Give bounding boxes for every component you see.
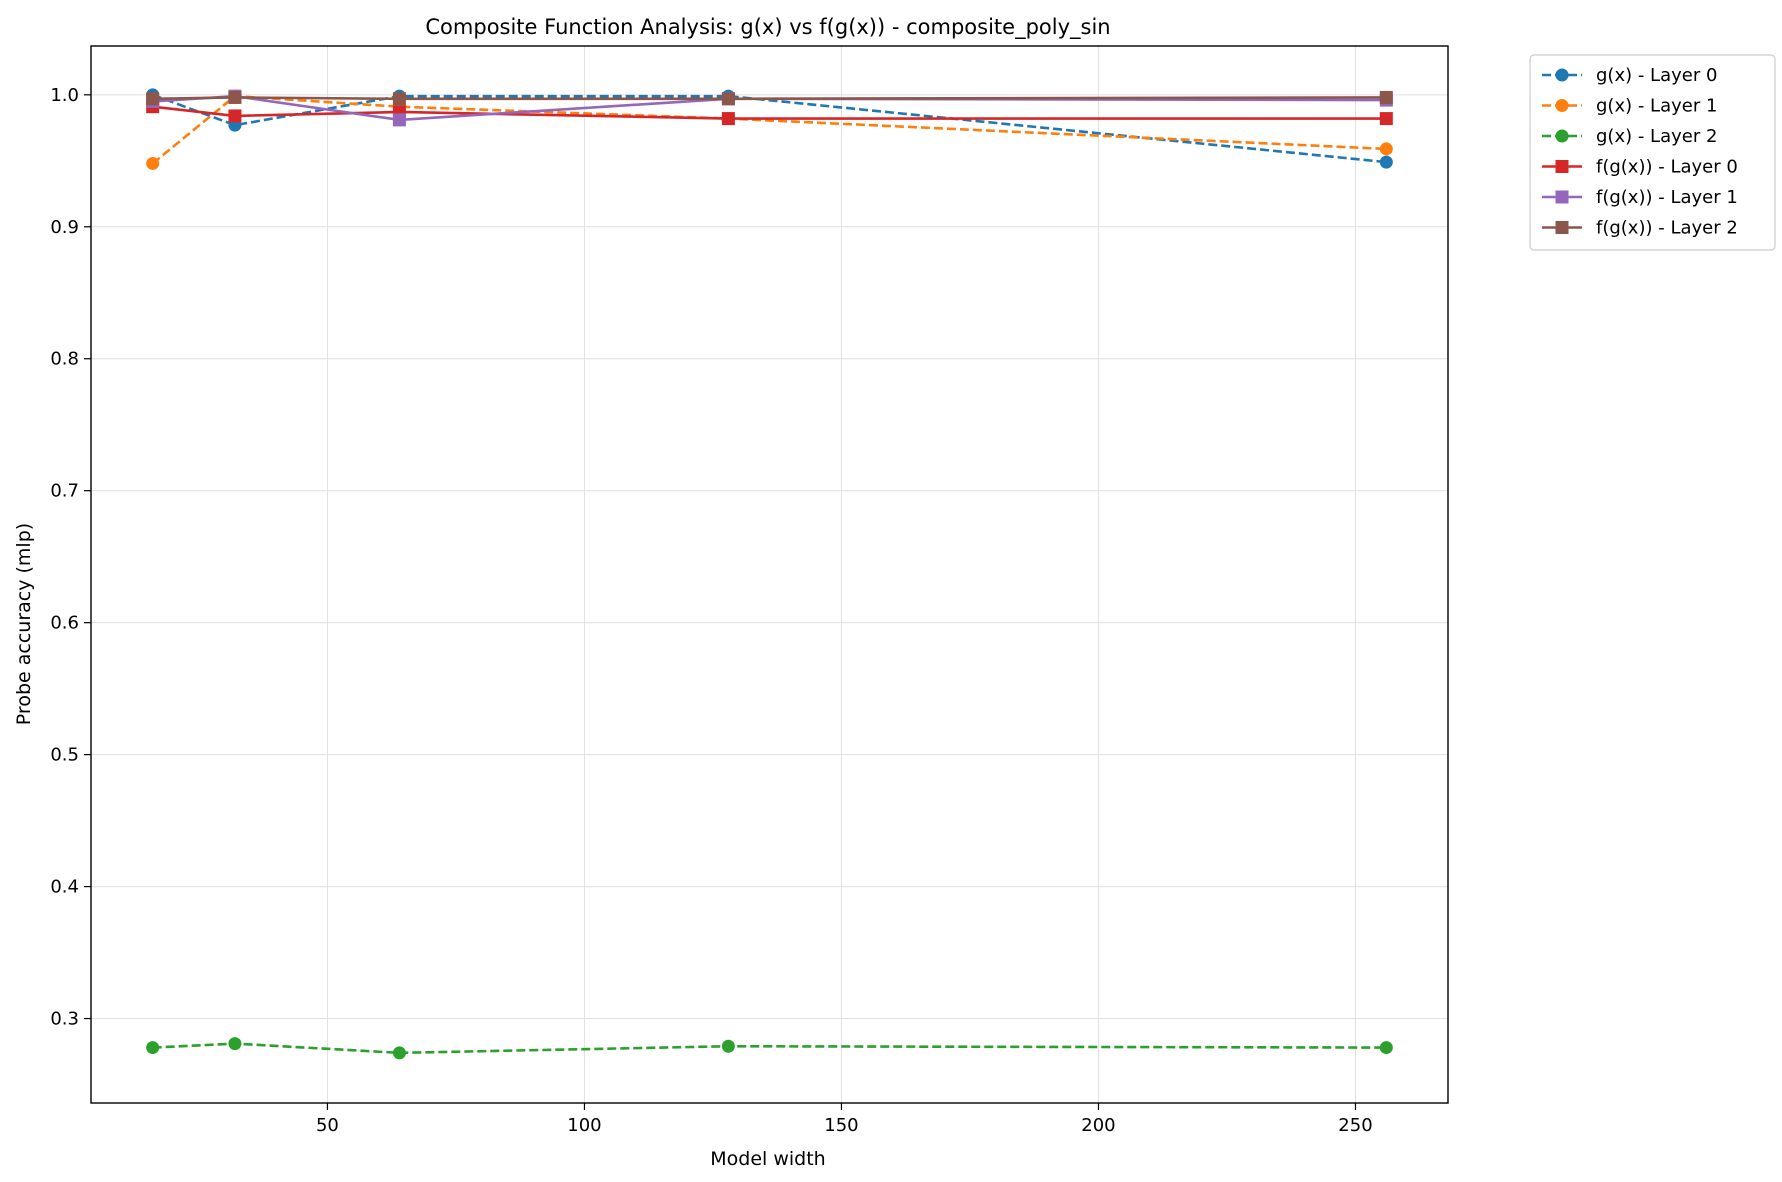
plot-area-frame [90, 45, 1449, 1104]
legend-label: g(x) - Layer 0 [1596, 65, 1717, 86]
chart-legend: g(x) - Layer 0 g(x) - Layer 1 g(x) - Layer… [1529, 54, 1776, 251]
series-g-x-layer-2 [146, 1037, 1393, 1060]
data-point [1379, 90, 1393, 104]
data-point [228, 109, 242, 123]
y-tick-label: 0.6 [50, 613, 79, 634]
data-point [392, 113, 406, 127]
data-point [146, 156, 160, 170]
legend-item-f-g-x-layer-0: f(g(x)) - Layer 0 [1542, 157, 1738, 178]
x-tick-label: 200 [1081, 1115, 1115, 1136]
data-point [1379, 112, 1393, 126]
y-tick-label: 0.3 [50, 1009, 79, 1030]
legend-marker-swatch [1555, 68, 1569, 82]
data-point [146, 92, 160, 106]
y-tick-label: 1.0 [50, 85, 79, 106]
legend-label: f(g(x)) - Layer 2 [1596, 218, 1738, 239]
legend-label: g(x) - Layer 1 [1596, 96, 1717, 117]
legend-marker-swatch [1555, 160, 1569, 173]
series-line [152, 1042, 1387, 1055]
y-tick-label: 0.7 [50, 481, 79, 502]
x-tick-label: 150 [824, 1115, 858, 1136]
series-line [152, 96, 1387, 101]
plot-series [146, 88, 1393, 1060]
y-tick-label: 0.8 [50, 349, 79, 370]
series-g-x-layer-1 [146, 89, 1393, 170]
legend-item-g-x-layer-1: g(x) - Layer 1 [1542, 96, 1717, 117]
data-point [146, 1041, 160, 1055]
legend-item-g-x-layer-2: g(x) - Layer 2 [1542, 126, 1717, 147]
series-line [151, 94, 1387, 165]
axis-ticks: 50 100 150 200 250 0.3 0.4 0.5 0.6 0.7 0.8 0.9 1.0 [50, 85, 1372, 1136]
data-point [721, 112, 735, 126]
grid-lines [91, 46, 1448, 1103]
legend-marker-swatch [1555, 190, 1569, 204]
legend-label: f(g(x)) - Layer 1 [1596, 187, 1738, 208]
data-point [1379, 142, 1393, 156]
data-point [228, 1037, 242, 1051]
legend-item-f-g-x-layer-1: f(g(x)) - Layer 1 [1542, 187, 1738, 208]
y-tick-label: 0.4 [50, 877, 79, 898]
data-point [392, 92, 406, 106]
x-tick-label: 250 [1338, 1115, 1372, 1136]
series-line [152, 105, 1387, 120]
data-point [721, 92, 735, 106]
x-tick-label: 50 [316, 1115, 339, 1136]
x-tick-label: 100 [567, 1115, 601, 1136]
legend-marker-swatch [1555, 129, 1569, 143]
legend-label: g(x) - Layer 2 [1596, 126, 1717, 147]
series-line [152, 93, 1387, 164]
data-point [721, 1039, 735, 1053]
data-point [392, 1046, 406, 1060]
x-axis-label: Model width [710, 1148, 825, 1170]
legend-label: f(g(x)) - Layer 0 [1596, 157, 1738, 178]
legend-marker-swatch [1555, 221, 1569, 234]
data-point [1379, 155, 1393, 169]
legend-marker-swatch [1555, 99, 1569, 112]
chart-title: Composite Function Analysis: g(x) vs f(g… [425, 15, 1110, 40]
data-point [1379, 1041, 1393, 1055]
series-f-g-x-layer-2 [146, 90, 1393, 106]
y-tick-label: 0.5 [50, 745, 79, 766]
legend-item-f-g-x-layer-2: f(g(x)) - Layer 2 [1542, 218, 1738, 239]
data-point [228, 90, 242, 104]
legend-frame [1529, 54, 1776, 251]
y-tick-label: 0.9 [50, 217, 79, 238]
y-axis-label: Probe accuracy (mlp) [13, 523, 35, 725]
legend-item-g-x-layer-0: g(x) - Layer 0 [1542, 65, 1717, 86]
